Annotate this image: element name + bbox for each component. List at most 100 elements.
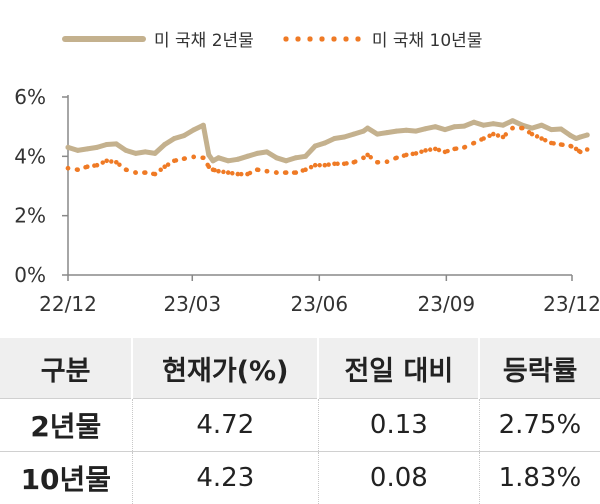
data-point-2y: [225, 158, 231, 164]
legend-swatch-2y: [62, 35, 146, 42]
y-tick-label: 4%: [14, 144, 46, 168]
y-tick-label: 2%: [14, 204, 46, 228]
data-point-2y: [351, 131, 357, 137]
data-point-2y: [452, 124, 458, 130]
data-point-10y: [471, 140, 477, 146]
legend-label-2y: 미 국채 2년물: [154, 31, 254, 51]
cell-change-2y: 0.13: [318, 398, 480, 452]
data-point-10y: [172, 158, 177, 164]
y-tick-label: 0%: [14, 263, 46, 287]
chart-plot: 0% 2% 4% 6% 22/12 23/03 23/06 23/09 23/12: [14, 85, 600, 316]
data-point-2y: [245, 153, 250, 159]
data-point-2y: [500, 122, 506, 128]
data-point-10y: [201, 155, 206, 161]
data-point-2y: [584, 132, 590, 138]
data-point-10y: [322, 162, 328, 168]
data-point-2y: [322, 140, 328, 146]
data-point-2y: [341, 134, 347, 140]
series-line-10y: [65, 125, 590, 177]
data-point-10y: [143, 170, 148, 175]
data-point-10y: [216, 168, 221, 174]
data-point-2y: [191, 127, 197, 133]
data-point-2y: [293, 155, 299, 161]
data-point-2y: [235, 156, 241, 162]
data-point-10y: [181, 156, 187, 161]
data-point-2y: [84, 146, 90, 152]
data-point-2y: [171, 136, 177, 141]
data-point-2y: [548, 127, 554, 133]
data-point-10y: [500, 134, 506, 140]
data-point-10y: [206, 164, 212, 169]
legend-item-10y: 미 국채 10년물: [279, 26, 482, 51]
data-point-10y: [235, 171, 241, 177]
data-point-10y: [584, 147, 590, 152]
cell-rate-2y: 2.75%: [479, 398, 600, 452]
data-point-10y: [293, 170, 299, 175]
data-point-10y: [303, 167, 308, 172]
data-point-2y: [181, 133, 187, 139]
data-point-10y: [351, 160, 357, 165]
header-change: 전일 대비: [318, 338, 481, 399]
data-point-10y: [433, 146, 438, 152]
data-point-10y: [274, 170, 279, 175]
data-point-10y: [491, 131, 496, 137]
data-point-2y: [471, 119, 477, 125]
data-point-2y: [365, 125, 371, 131]
cell-rate-10y: 1.83%: [479, 451, 600, 504]
data-point-2y: [442, 127, 448, 133]
data-point-2y: [573, 136, 579, 141]
data-point-10y: [361, 155, 366, 161]
data-point-10y: [283, 170, 289, 175]
data-point-10y: [123, 167, 129, 172]
cell-change-10y: 0.08: [318, 451, 480, 504]
data-point-10y: [442, 149, 448, 155]
data-point-2y: [152, 150, 158, 156]
data-point-2y: [384, 130, 390, 136]
data-point-10y: [510, 125, 515, 131]
data-point-2y: [510, 118, 516, 124]
data-point-2y: [162, 142, 168, 147]
x-tick-label: 23/06: [290, 292, 348, 316]
data-point-2y: [558, 126, 564, 132]
data-point-10y: [191, 154, 196, 160]
data-point-2y: [568, 133, 574, 139]
data-point-2y: [216, 155, 221, 161]
data-point-2y: [539, 122, 545, 128]
data-point-10y: [312, 162, 318, 168]
data-point-10y: [254, 167, 260, 172]
data-point-2y: [461, 123, 467, 129]
legend-item-2y: 미 국채 2년물: [62, 26, 254, 51]
yield-chart: 미 국채 2년물 미 국채 10년물 0% 2% 4% 6% 22/12 23/03 23/…: [14, 26, 600, 316]
data-point-10y: [452, 146, 457, 152]
data-point-2y: [104, 142, 110, 147]
data-point-2y: [303, 153, 308, 159]
data-point-2y: [332, 136, 337, 141]
data-point-2y: [413, 128, 419, 134]
data-point-2y: [374, 131, 380, 137]
data-point-2y: [200, 122, 206, 128]
data-point-2y: [312, 143, 318, 149]
data-point-2y: [403, 127, 409, 133]
header-current: 현재가(%): [132, 338, 320, 399]
data-point-10y: [104, 158, 109, 164]
header-rate: 등락률: [479, 338, 600, 399]
data-point-10y: [65, 165, 71, 171]
x-tick-label: 22/12: [39, 292, 97, 316]
data-point-10y: [152, 171, 158, 177]
data-point-10y: [568, 143, 573, 149]
data-point-2y: [210, 158, 216, 164]
data-point-10y: [578, 149, 583, 155]
header-category: 구분: [0, 338, 134, 399]
data-point-10y: [423, 148, 428, 153]
data-point-10y: [413, 151, 419, 156]
data-point-2y: [94, 144, 100, 150]
data-point-2y: [394, 128, 400, 134]
data-point-2y: [75, 147, 81, 153]
data-point-10y: [394, 155, 399, 161]
data-point-10y: [210, 167, 216, 172]
legend-swatch-10y: [279, 35, 364, 42]
data-point-10y: [529, 131, 535, 137]
data-point-2y: [274, 155, 279, 161]
data-point-2y: [133, 150, 139, 156]
data-point-10y: [114, 160, 119, 165]
